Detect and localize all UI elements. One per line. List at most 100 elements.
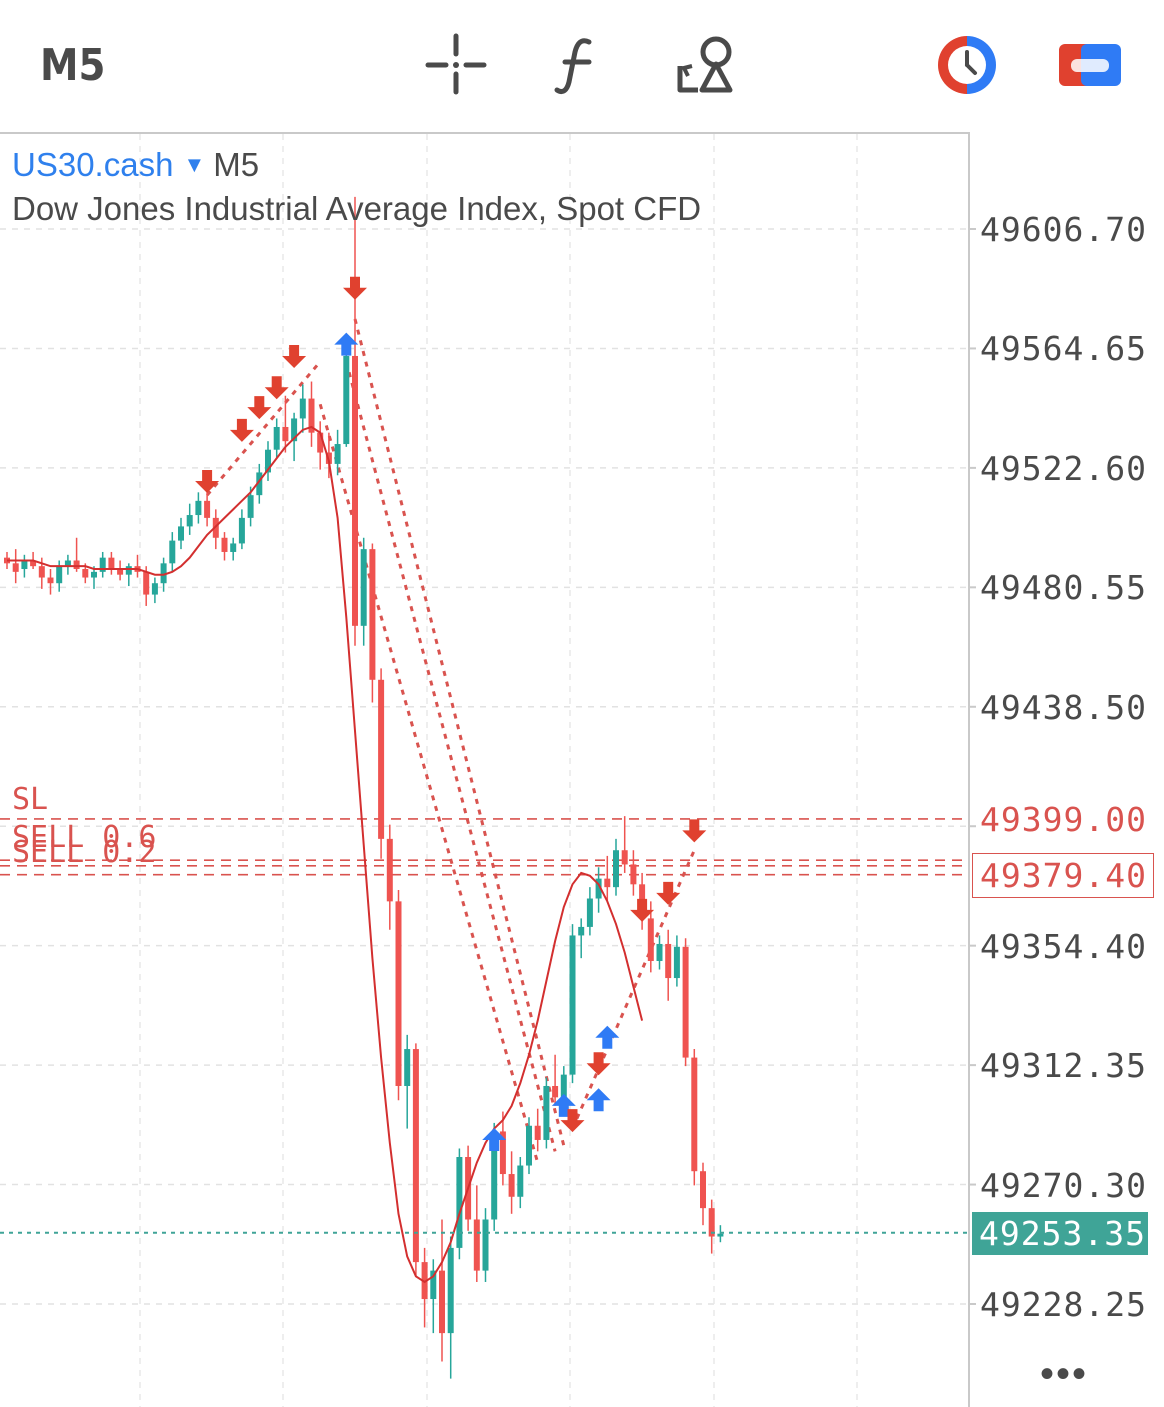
sell-signal-arrow <box>656 881 681 905</box>
candle-body <box>439 1270 445 1334</box>
candle-body <box>343 355 350 445</box>
candle-body <box>604 878 611 888</box>
candle-body <box>334 444 341 464</box>
price-axis-label: 49399.00 <box>980 799 1147 839</box>
candle-body <box>273 426 280 450</box>
candle-body <box>369 549 376 680</box>
trade-toggle-icon[interactable] <box>1055 30 1125 100</box>
candle-body <box>221 537 228 552</box>
crosshair-icon[interactable] <box>420 30 490 100</box>
candle-body <box>430 1270 437 1300</box>
candle-body <box>613 850 619 888</box>
candle-body <box>230 543 237 552</box>
candle-body <box>291 418 298 442</box>
candle-body <box>569 935 576 1075</box>
candle-body <box>386 838 393 902</box>
candle-body <box>543 1085 550 1140</box>
sell-signal-arrow <box>630 898 655 922</box>
sell-signal-arrow <box>247 396 272 420</box>
sell-signal-arrow <box>195 469 220 493</box>
candle-body <box>534 1125 541 1140</box>
candle-body <box>482 1219 489 1271</box>
candle-body <box>195 500 202 516</box>
trade-line <box>205 360 322 497</box>
candle-body <box>508 1174 515 1197</box>
price-axis-label: 49480.55 <box>980 568 1147 608</box>
buy-signal-arrow <box>482 1127 507 1151</box>
candle-body <box>247 495 254 518</box>
candle-body <box>682 946 689 1058</box>
candle-body <box>473 1219 480 1271</box>
candle-body <box>595 878 602 899</box>
sell-signal-arrow <box>264 376 289 400</box>
sell-signal-arrow <box>560 1109 585 1133</box>
candle-body <box>56 566 63 584</box>
candle-body <box>151 583 158 595</box>
symbol-header: US30.cash ▼ M5 <box>12 146 259 184</box>
candle-body <box>412 1049 419 1263</box>
candle-body <box>352 355 358 626</box>
candle-body <box>47 577 54 584</box>
timeframe-selector[interactable]: M5 <box>40 40 106 91</box>
candle-body <box>21 560 28 570</box>
trade-line <box>353 318 566 1147</box>
candle-body <box>665 943 672 979</box>
candle-body <box>560 1074 567 1098</box>
price-axis-label: 49438.50 <box>980 687 1147 727</box>
candles <box>4 196 724 1379</box>
candle-body <box>169 540 176 564</box>
candle-body <box>212 517 219 538</box>
chart-area[interactable] <box>0 132 970 1407</box>
candle-body <box>186 515 193 527</box>
candle-body <box>421 1262 428 1300</box>
candle-body <box>178 526 184 541</box>
candle-body <box>238 517 245 544</box>
more-options-button[interactable]: ••• <box>1040 1352 1089 1396</box>
grid <box>0 134 976 1407</box>
candle-body <box>265 449 271 473</box>
candle-body <box>717 1233 724 1237</box>
candle-body <box>64 560 71 567</box>
candle-body <box>586 898 593 927</box>
function-icon[interactable] <box>545 30 615 100</box>
candle-body <box>378 679 385 839</box>
candle-body <box>38 566 45 578</box>
candle-body <box>282 426 289 442</box>
candle-body <box>656 943 663 962</box>
symbol-dropdown-caret[interactable]: ▼ <box>183 152 206 177</box>
price-axis-label: 49564.65 <box>980 329 1147 369</box>
candle-body <box>621 850 628 865</box>
objects-icon[interactable] <box>670 30 740 100</box>
candle-body <box>317 432 324 453</box>
one-click-trading-icon[interactable] <box>932 30 1002 100</box>
candle-body <box>708 1208 715 1237</box>
chart-timeframe: M5 <box>213 146 260 183</box>
sell-order-label-1: SELL 0.6 <box>12 820 157 855</box>
candle-body <box>630 864 637 885</box>
price-axis-label: 49606.70 <box>980 210 1147 249</box>
trade-lines <box>205 318 696 1164</box>
candle-body <box>73 560 80 570</box>
sell-signal-arrow <box>282 344 307 368</box>
candle-body <box>673 946 680 979</box>
buy-signal-arrow <box>334 332 359 356</box>
candle-body <box>125 566 132 575</box>
sell-signal-arrow <box>682 819 707 843</box>
buy-signal-arrow <box>595 1025 620 1049</box>
candle-body <box>456 1157 463 1248</box>
price-axis-label: 49354.40 <box>980 926 1147 966</box>
candle-body <box>308 398 315 433</box>
price-axis-label: 49270.30 <box>980 1165 1147 1205</box>
symbol-name[interactable]: US30.cash <box>12 146 174 183</box>
symbol-description: Dow Jones Industrial Average Index, Spot… <box>12 190 702 227</box>
candle-body <box>160 563 167 584</box>
moving-average <box>7 425 644 1284</box>
sell-order-label-2: SELL 0.2 <box>12 835 157 870</box>
candle-body <box>30 560 37 567</box>
candle-body <box>204 500 211 518</box>
candle-body <box>491 1131 498 1220</box>
candle-body <box>691 1057 698 1172</box>
candle-body <box>108 557 115 570</box>
candle-body <box>552 1085 559 1098</box>
